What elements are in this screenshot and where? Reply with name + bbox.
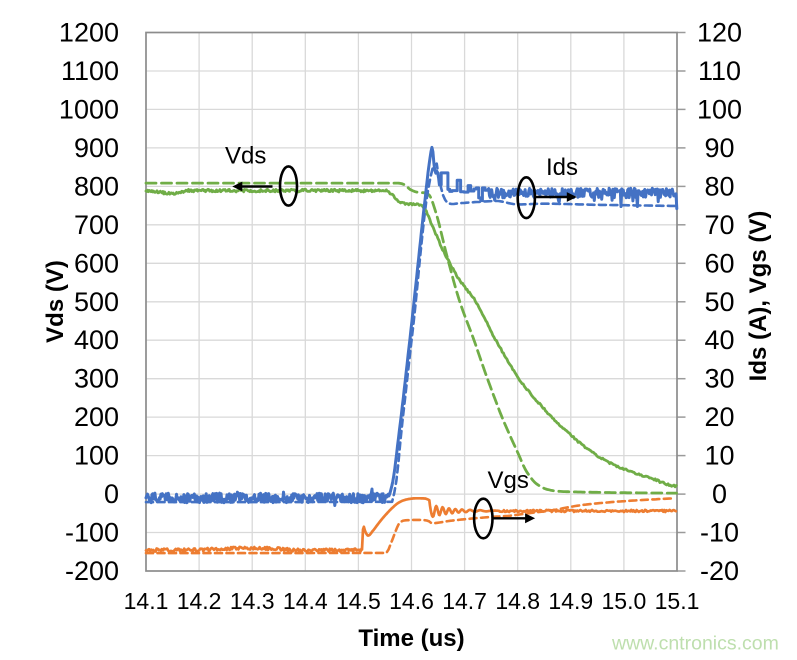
svg-text:400: 400 <box>74 325 119 355</box>
svg-text:-100: -100 <box>65 518 119 548</box>
svg-text:0: 0 <box>104 479 119 509</box>
svg-text:600: 600 <box>74 248 119 278</box>
svg-text:14.1: 14.1 <box>124 588 169 614</box>
svg-text:-200: -200 <box>65 556 119 586</box>
svg-text:1100: 1100 <box>61 56 119 86</box>
svg-text:14.7: 14.7 <box>442 588 487 614</box>
svg-text:Ids (A), Vgs (V): Ids (A), Vgs (V) <box>745 211 772 382</box>
svg-text:Vgs: Vgs <box>488 467 529 494</box>
svg-text:100: 100 <box>697 94 742 124</box>
svg-text:15.0: 15.0 <box>602 588 647 614</box>
svg-text:Vds (V): Vds (V) <box>42 260 69 343</box>
svg-text:14.2: 14.2 <box>177 588 222 614</box>
svg-text:1000: 1000 <box>59 94 119 124</box>
svg-text:15.1: 15.1 <box>655 588 700 614</box>
svg-text:14.8: 14.8 <box>495 588 540 614</box>
svg-text:1200: 1200 <box>59 18 119 48</box>
svg-text:50: 50 <box>704 287 734 317</box>
svg-text:0: 0 <box>712 479 727 509</box>
svg-text:10: 10 <box>704 441 734 471</box>
svg-text:14.6: 14.6 <box>389 588 434 614</box>
svg-text:-10: -10 <box>700 518 739 548</box>
svg-text:60: 60 <box>704 248 734 278</box>
svg-text:-20: -20 <box>700 556 739 586</box>
svg-text:100: 100 <box>74 441 119 471</box>
svg-text:80: 80 <box>704 171 734 201</box>
svg-text:Time (us): Time (us) <box>358 625 464 652</box>
svg-text:40: 40 <box>704 325 734 355</box>
svg-text:14.3: 14.3 <box>230 588 275 614</box>
svg-text:120: 120 <box>697 18 742 48</box>
svg-text:90: 90 <box>704 133 734 163</box>
svg-text:900: 900 <box>74 133 119 163</box>
svg-text:500: 500 <box>74 287 119 317</box>
svg-text:110: 110 <box>698 56 741 86</box>
svg-text:70: 70 <box>704 210 734 240</box>
svg-text:Ids: Ids <box>546 154 578 181</box>
svg-text:Vds: Vds <box>225 143 266 170</box>
svg-text:700: 700 <box>74 210 119 240</box>
svg-text:30: 30 <box>704 364 734 394</box>
svg-text:14.5: 14.5 <box>336 588 381 614</box>
svg-text:20: 20 <box>704 402 734 432</box>
svg-text:300: 300 <box>74 364 119 394</box>
svg-text:www.cntronics.com: www.cntronics.com <box>611 633 779 655</box>
svg-text:200: 200 <box>74 402 119 432</box>
svg-text:800: 800 <box>74 171 119 201</box>
svg-text:14.9: 14.9 <box>548 588 593 614</box>
svg-text:14.4: 14.4 <box>283 588 328 614</box>
